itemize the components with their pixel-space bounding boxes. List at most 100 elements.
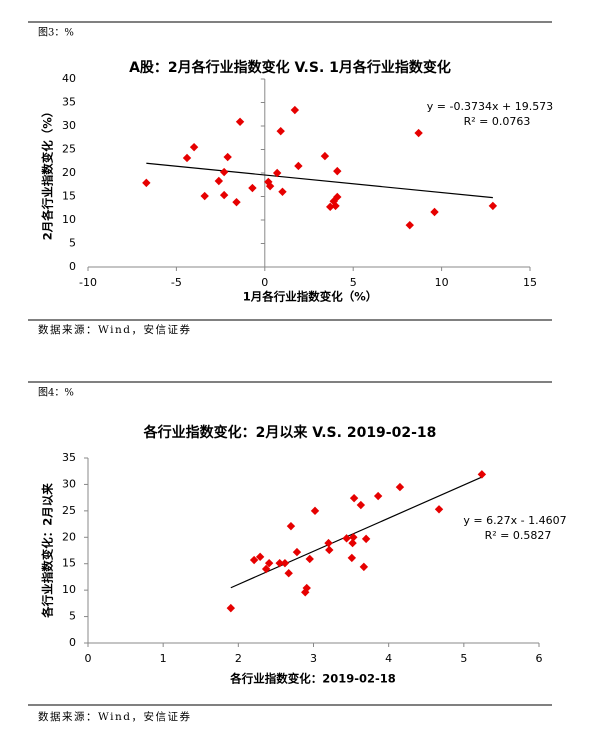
point bbox=[286, 521, 296, 531]
point bbox=[302, 583, 311, 593]
y-tick-label: 20 bbox=[62, 166, 76, 179]
x-tick-label: 0 bbox=[261, 276, 268, 289]
point bbox=[333, 166, 342, 176]
source: 数据来源：Wind，安信证券 bbox=[38, 323, 191, 336]
point bbox=[348, 538, 357, 548]
point bbox=[292, 547, 302, 557]
point bbox=[264, 558, 274, 568]
point bbox=[275, 558, 284, 568]
point bbox=[219, 167, 229, 177]
y-tick-label: 35 bbox=[62, 451, 76, 464]
point bbox=[182, 153, 192, 163]
y-tick-label: 30 bbox=[62, 477, 76, 490]
y-tick-label: 5 bbox=[69, 237, 76, 250]
point bbox=[226, 603, 236, 613]
point bbox=[488, 201, 498, 211]
point bbox=[359, 562, 369, 572]
annotation: R² = 0.5827 bbox=[485, 529, 552, 542]
point bbox=[342, 534, 351, 543]
y-axis-label: 各行业指数变化：2月以来 bbox=[41, 483, 55, 619]
y-tick-label: 25 bbox=[62, 504, 76, 517]
x-tick-label: 6 bbox=[536, 652, 543, 665]
point bbox=[331, 201, 340, 211]
annotation: y = 6.27x - 1.4607 bbox=[463, 514, 566, 527]
x-tick-label: -10 bbox=[79, 276, 97, 289]
point bbox=[434, 505, 444, 514]
point bbox=[333, 192, 342, 202]
y-tick-label: 25 bbox=[62, 143, 76, 156]
point bbox=[325, 545, 334, 555]
point bbox=[326, 202, 335, 212]
point bbox=[223, 152, 232, 162]
point bbox=[189, 142, 199, 152]
trendline bbox=[230, 476, 483, 589]
x-tick-label: 10 bbox=[435, 276, 449, 289]
y-tick-label: 10 bbox=[62, 213, 76, 226]
x-tick-label: 1 bbox=[160, 652, 167, 665]
point bbox=[249, 555, 259, 565]
point bbox=[373, 491, 383, 501]
x-tick-label: 15 bbox=[523, 276, 537, 289]
y-tick-label: 40 bbox=[62, 72, 76, 85]
x-tick-label: 5 bbox=[460, 652, 467, 665]
y-tick-label: 10 bbox=[62, 583, 76, 596]
y-tick-label: 20 bbox=[62, 530, 76, 543]
chart-title: A股：2月各行业指数变化 V.S. 1月各行业指数变化 bbox=[129, 59, 451, 76]
point bbox=[305, 554, 314, 564]
point bbox=[276, 126, 285, 136]
point bbox=[280, 558, 290, 568]
annotation: R² = 0.0763 bbox=[464, 115, 531, 128]
annotation: y = -0.3734x + 19.573 bbox=[427, 100, 553, 113]
source: 数据来源：Wind，安信证券 bbox=[38, 710, 191, 723]
x-tick-label: -5 bbox=[171, 276, 182, 289]
point bbox=[200, 191, 209, 201]
x-axis-label: 1月各行业指数变化（%） bbox=[243, 290, 378, 304]
point bbox=[320, 151, 330, 161]
y-tick-label: 35 bbox=[62, 96, 76, 109]
point bbox=[361, 534, 371, 544]
point bbox=[235, 117, 245, 126]
point bbox=[294, 161, 303, 171]
point bbox=[477, 470, 487, 479]
point bbox=[265, 181, 275, 191]
point bbox=[214, 176, 224, 186]
point bbox=[347, 553, 357, 563]
chart-title: 各行业指数变化：2月以来 V.S. 2019-02-18 bbox=[143, 424, 437, 441]
x-tick-label: 2 bbox=[235, 652, 242, 665]
x-axis-label: 各行业指数变化：2019-02-18 bbox=[229, 672, 396, 686]
point bbox=[405, 220, 414, 230]
point bbox=[290, 105, 300, 115]
point bbox=[301, 588, 310, 597]
point bbox=[430, 207, 439, 217]
y-tick-label: 15 bbox=[62, 557, 76, 570]
y-tick-label: 5 bbox=[69, 610, 76, 623]
point bbox=[219, 190, 229, 200]
point bbox=[395, 482, 405, 492]
point bbox=[142, 178, 151, 188]
y-tick-label: 30 bbox=[62, 119, 76, 132]
x-tick-label: 3 bbox=[310, 652, 317, 665]
point bbox=[261, 564, 271, 574]
point bbox=[278, 187, 287, 196]
point bbox=[414, 128, 423, 138]
y-tick-label: 15 bbox=[62, 190, 76, 203]
point bbox=[349, 533, 358, 542]
point bbox=[255, 552, 265, 562]
y-axis-label: 2月各行业指数变化（%） bbox=[41, 106, 55, 241]
x-tick-label: 0 bbox=[85, 652, 92, 665]
point bbox=[272, 168, 282, 178]
point bbox=[310, 506, 320, 516]
point bbox=[232, 197, 241, 207]
x-tick-label: 5 bbox=[350, 276, 357, 289]
y-tick-label: 0 bbox=[69, 636, 76, 649]
figure-caption: 图3：% bbox=[38, 27, 74, 39]
point bbox=[356, 500, 366, 510]
point bbox=[324, 538, 333, 548]
figure-caption: 图4：% bbox=[38, 387, 74, 399]
x-tick-label: 4 bbox=[385, 652, 392, 665]
y-tick-label: 0 bbox=[69, 260, 76, 273]
point bbox=[349, 493, 359, 503]
point bbox=[284, 569, 293, 578]
point bbox=[248, 183, 257, 193]
